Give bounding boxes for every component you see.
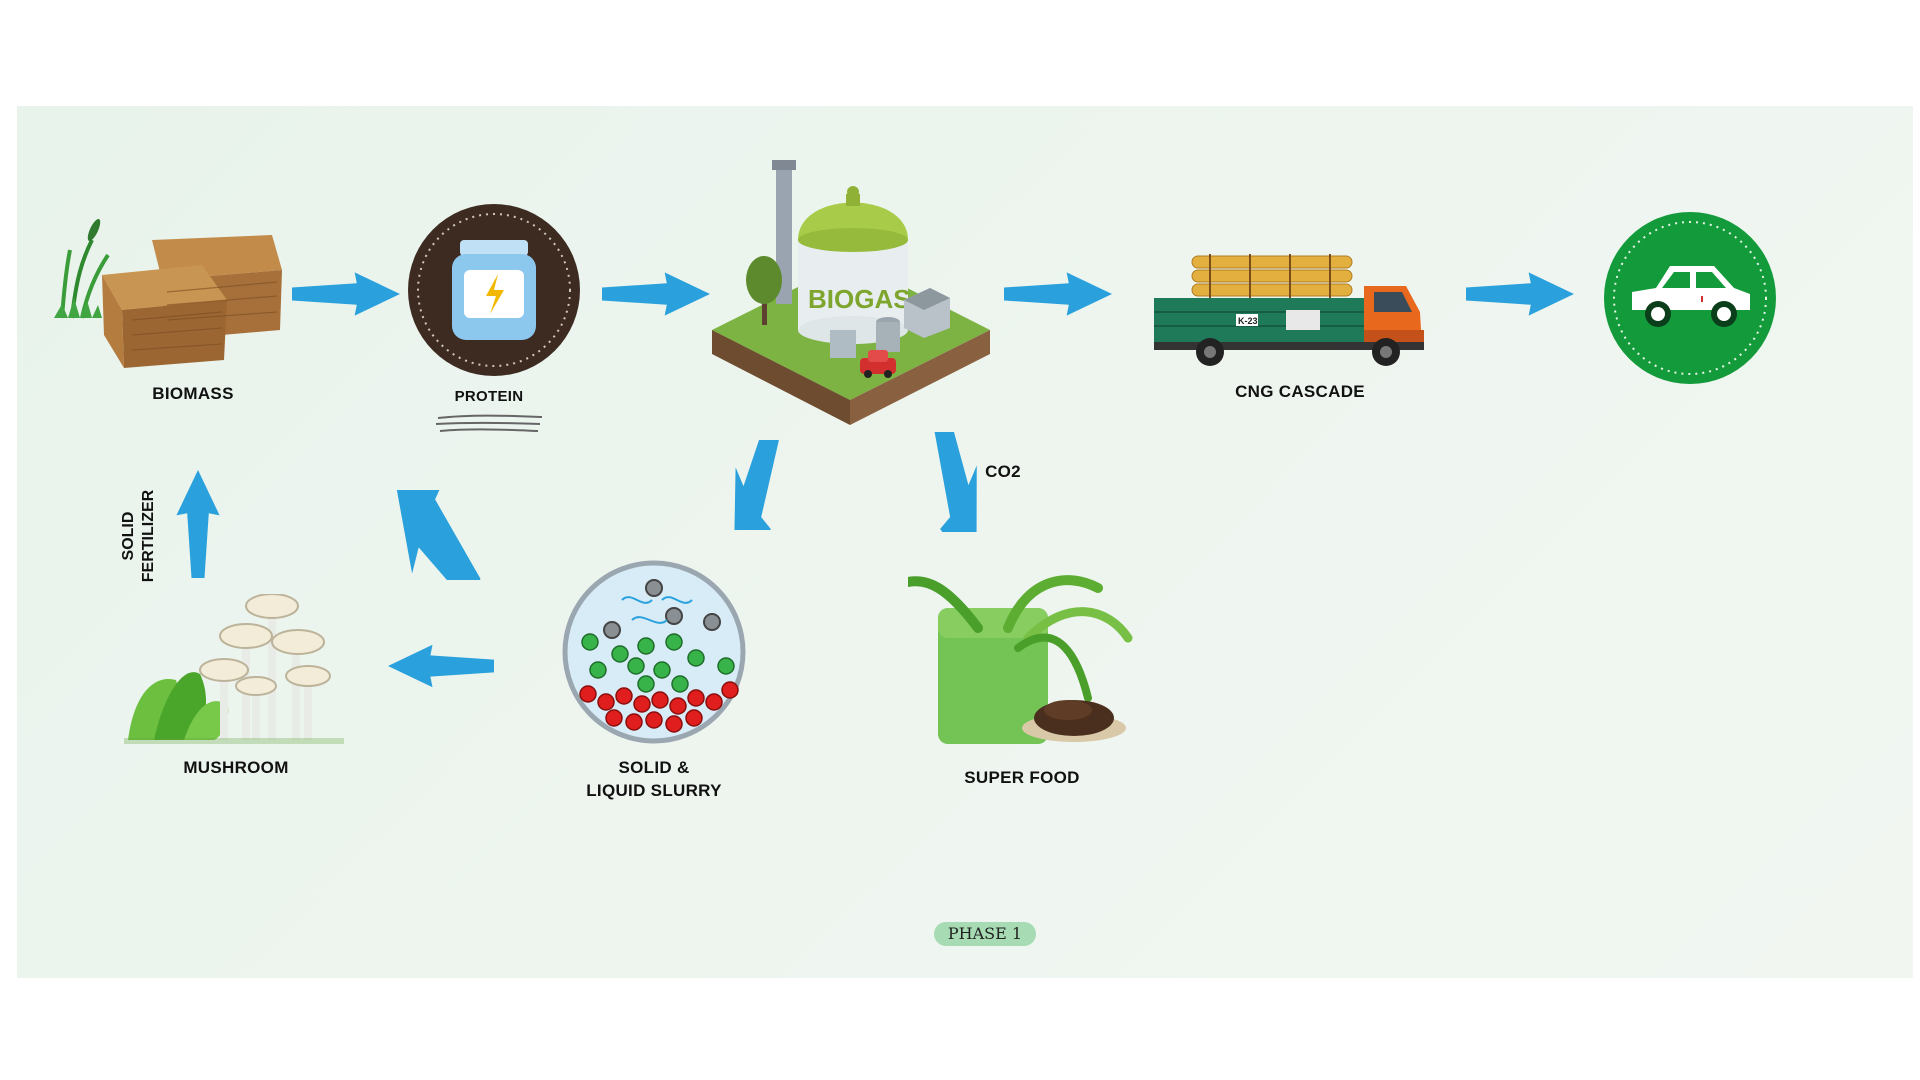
- co2-label: CO2: [985, 462, 1021, 481]
- solid-fertilizer-line1: SOLID: [120, 511, 137, 561]
- super-food-label: SUPER FOOD: [964, 768, 1080, 787]
- slurry-label-line1: SOLID &: [618, 758, 690, 777]
- cng-truck-icon: K-23: [1154, 254, 1424, 366]
- arrow-biomass-to-protein: [292, 272, 400, 316]
- super-food-icon: [908, 575, 1133, 744]
- biomass-bales-icon: [54, 218, 282, 368]
- biomass-label: BIOMASS: [152, 384, 234, 403]
- cng-cascade-label: CNG CASCADE: [1235, 382, 1365, 401]
- arrow-cng-to-car: [1466, 272, 1574, 316]
- protein-jar-icon: [408, 204, 580, 376]
- slurry-circle-icon: [562, 560, 746, 744]
- arrow-slurry-to-protein: [380, 490, 490, 580]
- mushroom-label: MUSHROOM: [183, 758, 289, 777]
- arrow-protein-to-biogas: [602, 272, 710, 316]
- truck-plate: K-23: [1238, 316, 1258, 326]
- arrow-biogas-to-slurry: [716, 440, 798, 530]
- phase-badge: PHASE 1: [934, 922, 1036, 946]
- biogas-plant-text: BIOGAS: [808, 284, 911, 314]
- protein-label: PROTEIN: [454, 388, 524, 405]
- arrow-mushroom-to-biomass: [176, 470, 220, 578]
- mushroom-icon: [124, 594, 344, 744]
- arrow-slurry-to-mushroom: [388, 644, 494, 688]
- car-icon: [1604, 212, 1776, 384]
- arrow-biogas-to-superfood: [915, 432, 995, 532]
- arrow-biogas-to-cng: [1004, 272, 1112, 316]
- diagram-panel: [17, 106, 1913, 978]
- solid-fertilizer-label: SOLID FERTILIZER: [119, 481, 159, 591]
- slurry-label-line2: LIQUID SLURRY: [586, 781, 722, 800]
- protein-underline-scribble: [435, 414, 543, 432]
- solid-fertilizer-line2: FERTILIZER: [140, 489, 157, 583]
- biogas-plant-icon: BIOGAS: [712, 160, 990, 425]
